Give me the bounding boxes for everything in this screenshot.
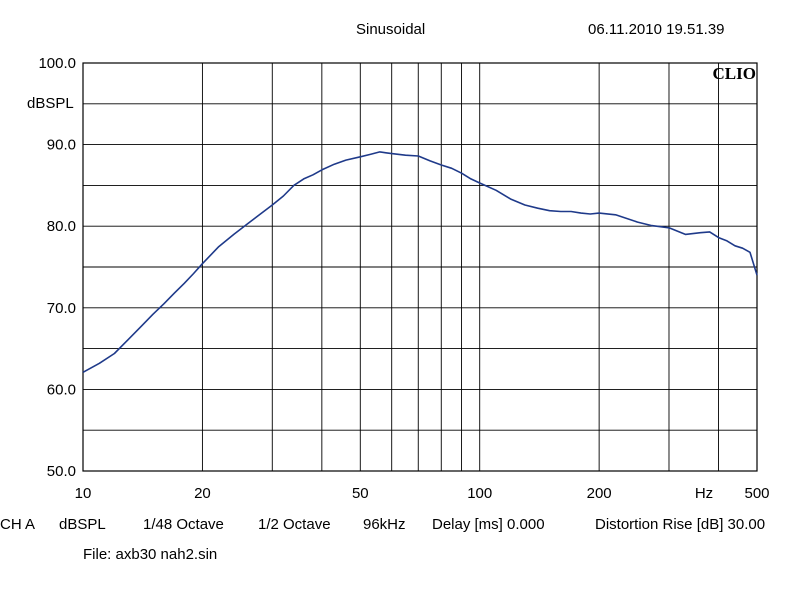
sample-rate-label: 96kHz <box>363 516 406 533</box>
y-tick-label: 50.0 <box>47 463 76 480</box>
x-tick-label: 10 <box>75 485 92 502</box>
x-tick-label: 100 <box>467 485 492 502</box>
resolution-label: 1/48 Octave <box>143 516 224 533</box>
measurement-mode: Sinusoidal <box>356 21 426 38</box>
y-tick-label: 60.0 <box>47 381 76 398</box>
y-tick-label: 100.0 <box>38 55 76 72</box>
x-tick-label: 20 <box>194 485 211 502</box>
y-tick-label: 90.0 <box>47 137 76 154</box>
series-line-spl <box>82 151 758 374</box>
delay-label: Delay [ms] 0.000 <box>432 516 545 533</box>
measurement-settings-bar: CH A dBSPL 1/48 Octave 1/2 Octave 96kHz … <box>0 516 800 536</box>
frequency-response-chart: CLIO 100.0 90.0 80.0 70.0 60.0 50.0 10 20 50 100… <box>38 55 770 502</box>
y-tick-label: 70.0 <box>47 300 76 317</box>
x-axis-unit-label: Hz <box>695 485 713 502</box>
distortion-rise-label: Distortion Rise [dB] 30.00 <box>595 516 766 533</box>
measurement-datetime: 06.11.2010 19.51.39 <box>588 21 725 38</box>
y-tick-label: 80.0 <box>47 218 76 235</box>
y-tick-labels: 100.0 90.0 80.0 70.0 60.0 50.0 <box>38 55 76 480</box>
x-tick-label: 500 <box>744 485 769 502</box>
x-tick-labels: 10 20 50 100 200 500 <box>75 485 770 502</box>
clio-brand-mark: CLIO <box>713 64 756 83</box>
channel-label: CH A <box>0 516 36 533</box>
x-tick-label: 200 <box>587 485 612 502</box>
smoothing-label: 1/2 Octave <box>258 516 331 533</box>
horizontal-gridlines <box>83 103 757 431</box>
y-axis-unit-label: dBSPL <box>27 95 74 112</box>
x-tick-label: 50 <box>352 485 369 502</box>
plot-frame <box>82 62 758 472</box>
file-name-label: File: axb30 nah2.sin <box>83 546 218 563</box>
unit-label: dBSPL <box>59 516 106 533</box>
